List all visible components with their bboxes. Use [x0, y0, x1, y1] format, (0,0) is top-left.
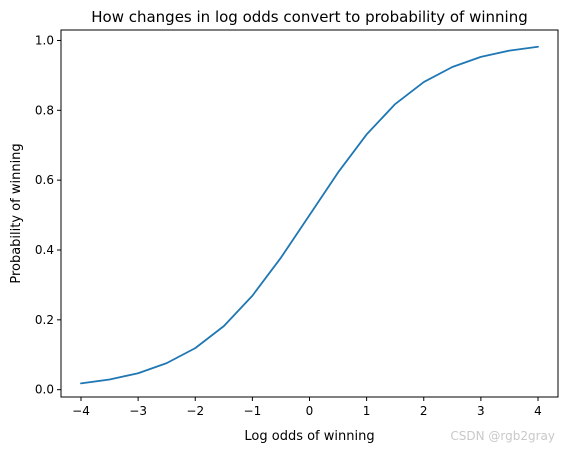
x-tick-label: −1: [244, 404, 262, 418]
x-tick-label: 4: [534, 404, 542, 418]
x-tick-label: 1: [363, 404, 371, 418]
x-tick-label: −3: [129, 404, 147, 418]
x-tick-label: 0: [306, 404, 314, 418]
y-tick-label: 1.0: [35, 33, 54, 47]
x-tick-label: 3: [477, 404, 485, 418]
y-tick-label: 0.4: [35, 243, 54, 257]
series-line: [80, 45, 539, 385]
x-tick-label: 2: [420, 404, 428, 418]
series-layer: [80, 45, 539, 385]
x-axis-label: Log odds of winning: [244, 429, 374, 444]
watermark: CSDN @rgb2gray: [450, 429, 555, 443]
x-axis-ticks: −4 −3 −2 −1 0 1 2 3 4: [72, 397, 542, 418]
y-tick-label: 0.8: [35, 103, 54, 117]
y-axis-ticks: 0.0 0.2 0.4 0.6 0.8 1.0: [35, 33, 61, 397]
y-axis-label: Probability of winning: [9, 143, 24, 283]
x-tick-label: −4: [72, 404, 90, 418]
x-tick-label: −2: [186, 404, 204, 418]
chart-title: How changes in log odds convert to proba…: [91, 8, 528, 26]
y-tick-label: 0.0: [35, 383, 54, 397]
y-tick-label: 0.6: [35, 173, 54, 187]
y-tick-label: 0.2: [35, 313, 54, 327]
